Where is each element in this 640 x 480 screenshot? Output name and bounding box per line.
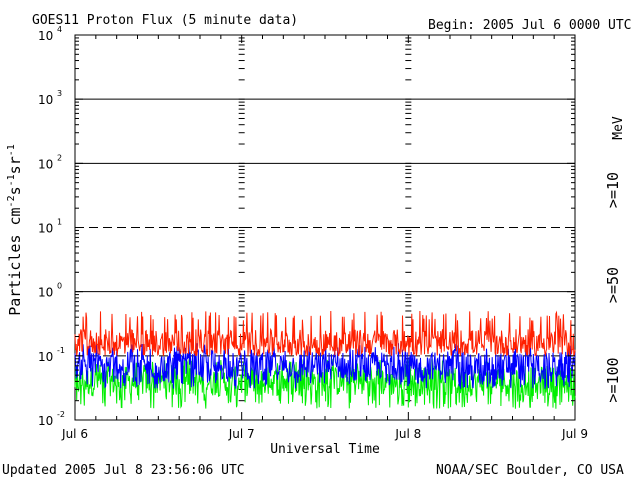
updated-label: Updated 2005 Jul 8 23:56:06 UTC <box>2 463 245 478</box>
legend: >=10 >=50 >=100 MeV <box>604 116 626 402</box>
y-tick-label: 10 <box>38 414 53 428</box>
credit-label: NOAA/SEC Boulder, CO USA <box>436 463 624 478</box>
y-tick-exponent: -2 <box>57 410 65 419</box>
y-tick-label: 10 <box>38 93 53 107</box>
y-tick-exponent: 0 <box>57 282 62 291</box>
x-tick-label: Jul 6 <box>61 427 88 441</box>
y-tick-label: 10 <box>38 350 53 364</box>
series-line <box>74 342 576 389</box>
y-tick-label: 10 <box>38 286 53 300</box>
x-tick-label: Jul 7 <box>228 427 255 441</box>
y-tick-label: 10 <box>38 29 53 43</box>
unit-label-group: MeV <box>611 116 626 140</box>
legend-item: >=50 <box>604 267 622 303</box>
x-axis-label: Universal Time <box>270 442 380 457</box>
y-axis-ticks: 10 -2 10 -1 10 0 10 1 10 2 10 3 10 4 <box>38 25 575 428</box>
y-tick-exponent: 2 <box>57 153 62 162</box>
y-tick-label: 10 <box>38 222 53 236</box>
unit-label: MeV <box>611 116 626 140</box>
series-line <box>74 310 576 357</box>
legend-item: >=10 <box>604 172 622 208</box>
y-tick-exponent: 1 <box>57 218 62 227</box>
y-tick-exponent: 3 <box>57 89 62 98</box>
x-axis-ticks: Jul 6 Jul 7 Jul 8 Jul 9 <box>61 35 588 441</box>
legend-label: >=10 <box>604 172 622 208</box>
y-tick-exponent: 4 <box>57 25 62 34</box>
begin-label: Begin: 2005 Jul 6 0000 UTC <box>428 18 632 33</box>
chart-title: GOES11 Proton Flux (5 minute data) <box>32 13 298 28</box>
y-tick-label: 10 <box>38 157 53 171</box>
svg-text:Particles cm-2s-1sr-1: Particles cm-2s-1sr-1 <box>6 144 24 316</box>
y-tick-exponent: -1 <box>57 346 65 355</box>
x-tick-label: Jul 9 <box>561 427 588 441</box>
series-layer <box>74 310 576 409</box>
x-tick-label: Jul 8 <box>394 427 421 441</box>
y-axis-label: Particles cm-2s-1sr-1 <box>6 144 24 316</box>
legend-item: >=100 <box>604 357 622 402</box>
legend-label: >=100 <box>604 357 622 402</box>
gridlines <box>75 98 575 357</box>
legend-label: >=50 <box>604 267 622 303</box>
